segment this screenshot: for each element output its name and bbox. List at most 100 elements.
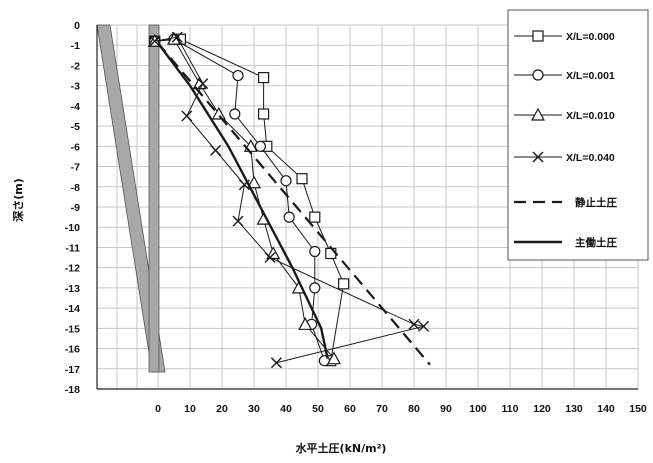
y-tick-labels: 0 -1 -2 -3 -4 -5 -6 -7 -8 -9 -10 -11 -12 -13 -14 -15 -16… <box>65 20 80 396</box>
x-tick-label: 40 <box>280 403 292 415</box>
data-point <box>309 282 321 294</box>
y-axis-label: 深さ(m) <box>11 178 25 222</box>
data-point <box>258 71 270 84</box>
legend: X/L=0.000 X/L=0.001 X/L=0.010 X/L=0.040 静止土圧… <box>507 9 649 261</box>
marker-stroke <box>532 151 544 163</box>
x-tick-label: 20 <box>216 403 228 415</box>
y-tick-label: 0 <box>74 20 80 32</box>
vertical-wall-shape <box>148 24 160 373</box>
series-line <box>154 38 325 361</box>
data-point <box>210 144 222 156</box>
data-point <box>211 106 226 120</box>
series-line <box>154 38 335 359</box>
data-point <box>283 211 295 223</box>
marker-stroke <box>232 215 244 227</box>
data-point <box>280 175 292 187</box>
x-tick-label: 50 <box>312 403 324 415</box>
inclined-wall-shape <box>96 24 166 373</box>
data-point <box>408 318 420 330</box>
series-2 <box>149 33 330 367</box>
marker-stroke <box>181 110 193 122</box>
marker-stroke <box>264 252 276 264</box>
legend-item-6: 主働土圧 <box>514 236 617 249</box>
data-point <box>298 317 313 330</box>
y-tick-label: -16 <box>65 344 80 356</box>
legend-label: X/L=0.000 <box>566 31 615 43</box>
y-tick-label: -4 <box>71 101 80 113</box>
legend-box <box>507 9 649 261</box>
x-tick-label: 110 <box>502 403 519 415</box>
y-tick-label: -7 <box>71 162 80 174</box>
data-point <box>232 69 244 82</box>
series-6 <box>157 42 329 359</box>
data-point <box>232 215 244 227</box>
legend-label: X/L=0.010 <box>566 110 615 122</box>
x-tick-label: 70 <box>376 403 388 415</box>
legend-label: 静止土圧 <box>575 196 617 209</box>
x-tick-label: 10 <box>184 403 196 415</box>
series-1 <box>149 33 350 367</box>
legend-item-4: X/L=0.040 <box>514 151 615 164</box>
marker-stroke <box>197 78 209 90</box>
x-tick-label: 60 <box>344 403 356 415</box>
data-point <box>418 320 430 332</box>
marker-stroke <box>171 31 183 43</box>
y-tick-label: -1 <box>71 40 80 52</box>
y-tick-label: -9 <box>71 202 80 214</box>
data-point <box>197 78 209 90</box>
legend-item-3: X/L=0.010 <box>514 107 615 122</box>
legend-item-1: X/L=0.000 <box>514 30 615 43</box>
x-tick-label: 150 <box>629 403 647 415</box>
data-point <box>258 108 270 120</box>
y-tick-label: -17 <box>65 364 80 376</box>
data-point <box>264 252 276 264</box>
y-tick-label: -3 <box>71 81 80 93</box>
data-point <box>229 108 241 120</box>
legend-item-2: X/L=0.001 <box>514 69 615 82</box>
data-point <box>296 173 308 185</box>
legend-label: 主働土圧 <box>575 236 617 249</box>
x-axis-label: 水平土圧(kN/m²) <box>296 441 387 455</box>
data-point <box>309 245 321 258</box>
y-tick-label: -15 <box>65 323 80 335</box>
y-tick-label: -12 <box>65 263 80 275</box>
x-tick-label: 30 <box>248 403 260 415</box>
series-line <box>157 42 329 359</box>
data-point <box>326 351 342 365</box>
data-point <box>309 211 321 223</box>
legend-marker <box>530 107 546 121</box>
x-tick-label: 120 <box>533 403 551 415</box>
data-point <box>254 140 266 152</box>
marker-stroke <box>418 320 430 332</box>
series-line <box>157 42 431 366</box>
y-tick-label: -5 <box>71 121 80 133</box>
axis-layer <box>96 25 638 390</box>
x-tick-label: 80 <box>408 403 420 415</box>
y-tick-label: -11 <box>65 242 80 254</box>
series-line <box>154 38 345 361</box>
y-tick-label: -13 <box>65 283 80 295</box>
y-tick-label: -10 <box>65 222 80 234</box>
y-tick-label: -18 <box>65 384 80 396</box>
y-tick-label: -8 <box>71 182 80 194</box>
y-tick-label: -2 <box>71 60 80 72</box>
x-tick-label: 90 <box>440 403 452 415</box>
series-layer <box>147 31 431 369</box>
data-point <box>171 31 183 43</box>
x-tick-label: 100 <box>469 403 487 415</box>
marker-stroke <box>270 357 282 369</box>
data-point <box>246 175 262 189</box>
data-point <box>181 110 193 122</box>
legend-marker <box>532 30 544 42</box>
legend-marker <box>532 151 544 163</box>
series-3 <box>147 31 342 365</box>
marker-stroke <box>210 144 222 156</box>
series-4 <box>149 31 430 369</box>
series-5 <box>157 42 431 366</box>
y-tick-label: -14 <box>65 303 80 315</box>
x-tick-label: 130 <box>565 403 583 415</box>
data-point <box>338 278 350 290</box>
sheet-pile-wall-illustration <box>96 24 166 373</box>
